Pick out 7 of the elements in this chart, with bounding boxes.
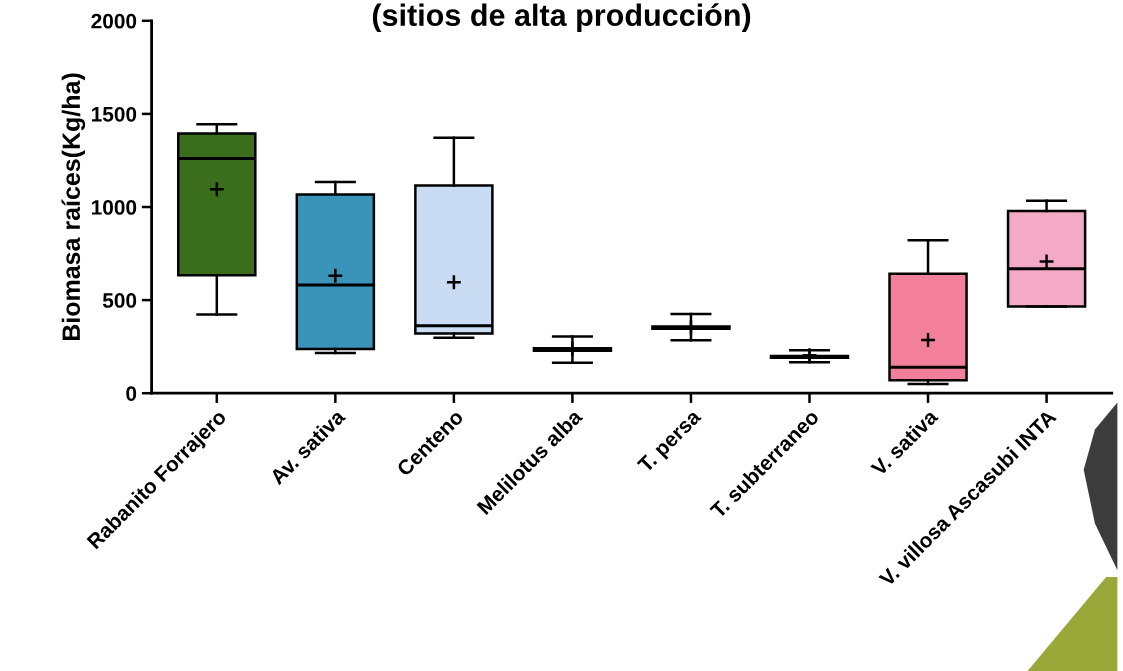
y-tick-label: 2000 — [91, 13, 137, 29]
y-axis-title: Biomasa raíces(Kg/ha) — [61, 73, 86, 341]
y-tick-label: 500 — [102, 293, 137, 308]
y-tick-label: 0 — [126, 386, 137, 401]
y-tick-label: 1500 — [91, 106, 137, 122]
chart-title: (sitios de alta producción) — [372, 3, 751, 33]
y-tick-label: 1000 — [91, 200, 137, 215]
